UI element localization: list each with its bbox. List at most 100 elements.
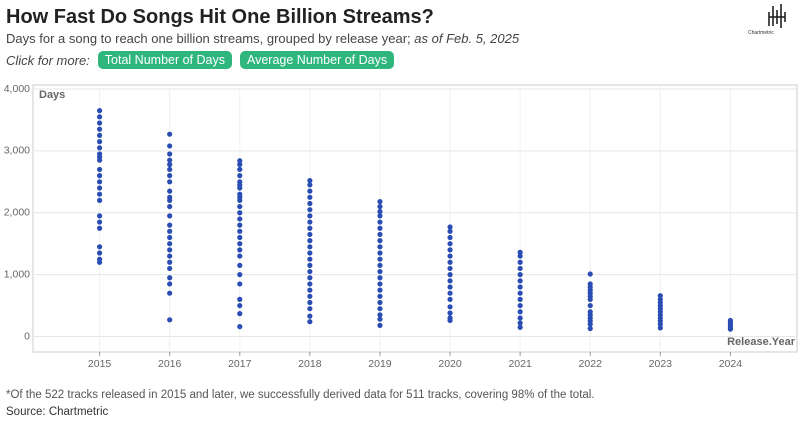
chart-title: How Fast Do Songs Hit One Billion Stream…: [6, 6, 434, 28]
dot: [96, 185, 103, 191]
dot: [307, 182, 313, 188]
dot: [96, 213, 103, 219]
dot: [96, 139, 103, 145]
dot: [167, 213, 173, 219]
dot: [377, 312, 383, 318]
dot: [307, 231, 313, 238]
dot: [587, 271, 593, 277]
dot: [447, 247, 453, 253]
dot: [517, 284, 523, 290]
dot: [447, 296, 453, 302]
dot: [377, 225, 383, 231]
x-tick-label: 2016: [158, 358, 182, 370]
dot: [167, 241, 173, 247]
dot: [657, 293, 663, 299]
dot: [96, 173, 103, 179]
dot: [517, 253, 523, 259]
y-tick-label: 3,000: [4, 145, 30, 157]
button[interactable]: Average Number of Days: [239, 51, 395, 69]
x-tick-label: 2019: [368, 358, 392, 370]
dot: [237, 228, 243, 234]
dot: [237, 216, 243, 222]
dot: [96, 120, 103, 126]
dot: [307, 319, 313, 325]
dot: [96, 179, 103, 185]
dot: [167, 143, 173, 149]
y-tick-label: 2,000: [4, 207, 30, 219]
dot: [237, 173, 243, 179]
dot: [447, 278, 453, 284]
dot: [167, 222, 173, 228]
dot: [447, 234, 453, 241]
dot: [167, 234, 173, 241]
dot: [447, 284, 453, 290]
dot: [377, 316, 383, 322]
dot: [447, 228, 453, 234]
dot: [517, 302, 523, 309]
dot: [517, 290, 523, 296]
dot: [237, 247, 243, 253]
y-tick-label: 4,000: [4, 83, 30, 95]
dot: [237, 281, 243, 287]
dot: [167, 290, 173, 296]
dot: [307, 299, 313, 306]
dot: [167, 188, 173, 194]
dot: [237, 166, 243, 173]
dot: [167, 151, 173, 157]
dot: [517, 259, 523, 265]
subtitle: Days for a song to reach one billion str…: [6, 31, 519, 46]
dot: [167, 253, 173, 259]
dot: [237, 185, 243, 191]
dot: [307, 313, 313, 319]
dot: [727, 326, 734, 332]
dot: [96, 250, 103, 256]
dot: [237, 262, 243, 268]
x-tick-label: 2018: [298, 358, 322, 370]
dot: [96, 132, 103, 139]
dot: [517, 296, 523, 302]
dot: [307, 306, 313, 312]
dot: [307, 287, 313, 293]
dot: [96, 219, 103, 225]
dot: [447, 241, 453, 247]
dot: [447, 272, 453, 278]
dot: [307, 244, 313, 250]
x-tick-label: 2023: [649, 358, 673, 370]
button[interactable]: Total Number of Days: [97, 51, 232, 69]
dot: [237, 241, 243, 247]
dot: [96, 166, 103, 173]
dot: [447, 304, 453, 310]
dot: [237, 324, 243, 330]
dot: [517, 309, 523, 315]
dot: [517, 324, 523, 330]
dot: [237, 311, 243, 317]
dot: [377, 293, 383, 299]
dot: [237, 222, 243, 228]
dot: [307, 207, 313, 213]
x-tick-label: 2020: [438, 358, 462, 370]
dot: [167, 166, 173, 173]
dot: [96, 126, 103, 132]
dot: [517, 315, 523, 321]
dot: [167, 161, 173, 168]
dot: [167, 173, 173, 179]
x-tick-label: 2015: [88, 358, 112, 370]
dot: [307, 268, 313, 275]
dot: [447, 265, 453, 272]
dot: [517, 265, 523, 272]
dot: [377, 281, 383, 287]
dot: [237, 158, 243, 164]
x-tick-label: 2024: [719, 358, 743, 370]
dot: [237, 302, 243, 309]
dot: [377, 322, 383, 328]
dot: [587, 302, 593, 309]
dot: [167, 317, 173, 323]
dot: [587, 321, 593, 327]
dot: [96, 114, 103, 120]
dot: [377, 287, 383, 293]
dot: [377, 275, 383, 281]
dot: [167, 131, 173, 137]
dot: [447, 290, 453, 296]
dot: [307, 293, 313, 299]
